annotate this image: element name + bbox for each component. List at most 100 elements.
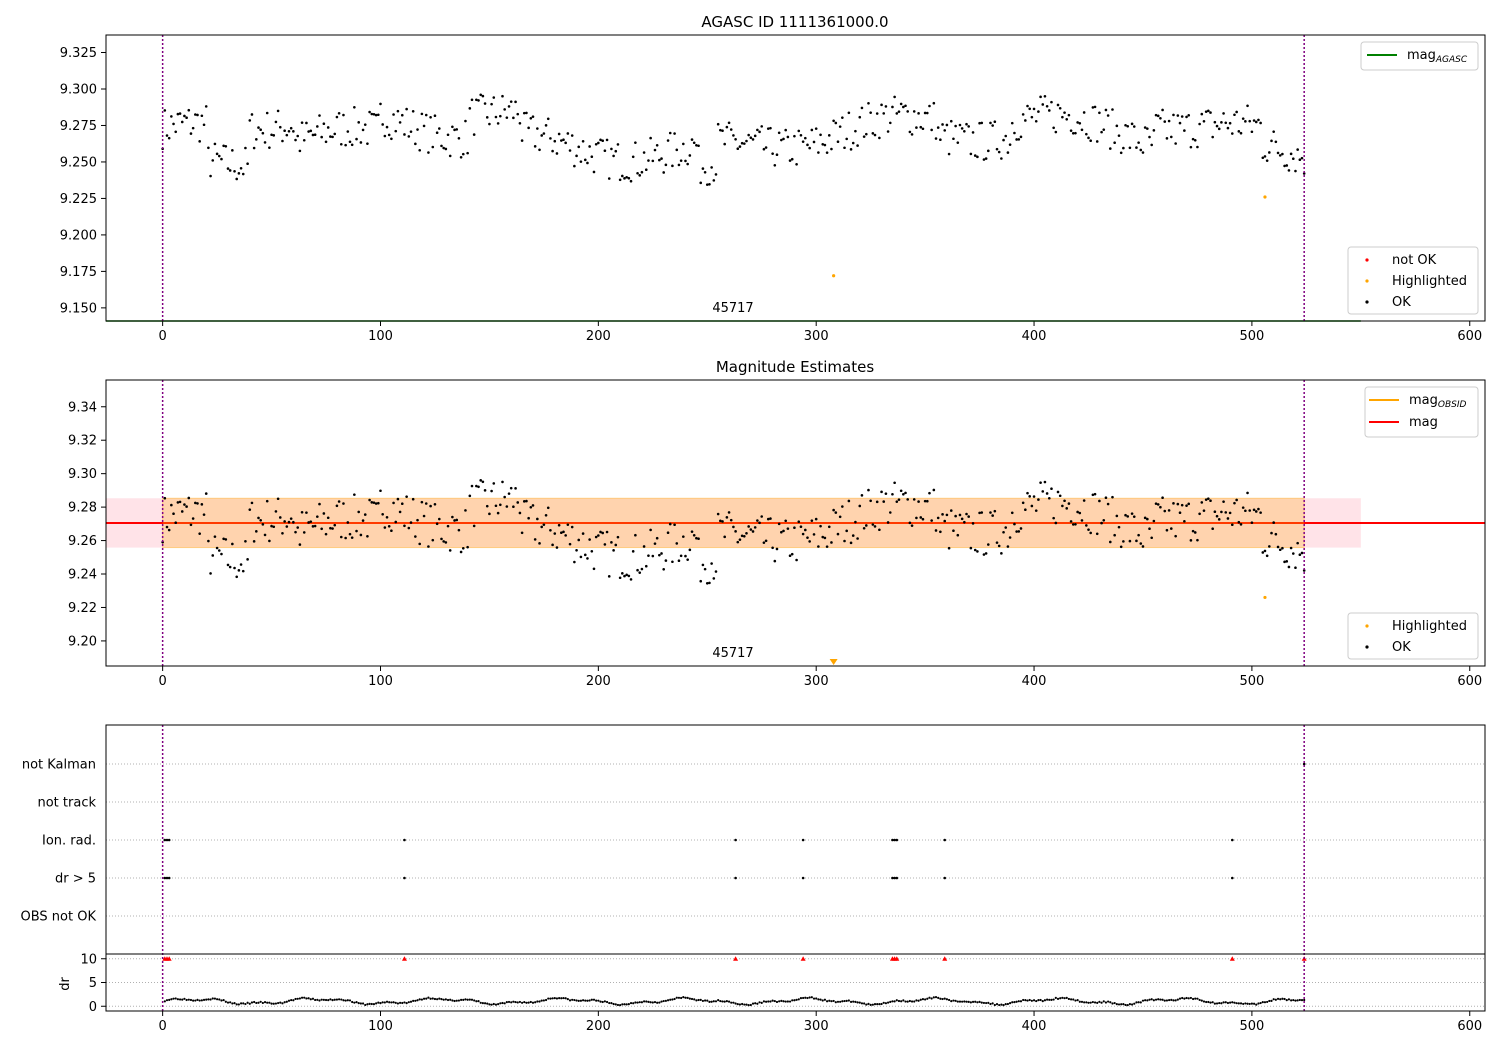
ok-point (1058, 106, 1062, 110)
ok-point (213, 535, 217, 538)
ok-point (1296, 541, 1299, 545)
ok-point (945, 513, 949, 517)
ok-point (536, 127, 539, 130)
ok-point (590, 549, 594, 553)
ok-point (1124, 123, 1127, 127)
ok-point (464, 119, 467, 123)
dr-point (1056, 997, 1060, 1000)
ok-point (1004, 134, 1008, 138)
ok-point (180, 510, 184, 513)
dr-point (1213, 1002, 1216, 1005)
ok-point (492, 482, 496, 485)
ok-point (244, 540, 247, 543)
ok-point (965, 122, 968, 126)
dr-point (614, 1003, 617, 1006)
dr-point (730, 1001, 733, 1004)
ok-point (1265, 159, 1269, 162)
ok-point (991, 514, 994, 517)
ok-point (361, 519, 365, 522)
ok-point (503, 108, 506, 111)
ok-point (799, 133, 803, 137)
dr-point (181, 998, 184, 1001)
ok-point (793, 134, 796, 138)
panel-agasc: AGASC ID 1111361000.0 0 100 200 300 400 500 60… (60, 13, 1486, 344)
dr-point (475, 1000, 478, 1003)
dr-threshold-marker (894, 956, 900, 961)
dr-point (802, 996, 805, 1000)
ok-point (677, 559, 681, 563)
dr-point (828, 999, 831, 1002)
ok-point (1126, 124, 1130, 128)
ok-point (891, 105, 894, 109)
ok-point (1248, 119, 1252, 123)
panel1-line-legend-box (1360, 41, 1479, 71)
dr-point (1076, 999, 1079, 1002)
dr-point (233, 1002, 236, 1005)
ok-point (934, 137, 938, 140)
ok-point (873, 525, 877, 528)
ok-point (753, 526, 757, 529)
dr-point (566, 998, 569, 1001)
ok-point (928, 104, 931, 108)
dr-point (601, 1000, 604, 1004)
legend-not-ok-marker (1365, 258, 1369, 262)
ok-point (769, 126, 772, 130)
ok-point (492, 96, 496, 99)
ok-point (383, 134, 387, 138)
dr-point (1109, 1001, 1112, 1004)
ok-point (1137, 141, 1140, 144)
dr-point (442, 998, 445, 1001)
ok-point (817, 545, 820, 548)
ok-point (854, 520, 857, 524)
dr-point (412, 999, 415, 1003)
ok-point (989, 121, 992, 125)
ok-point (368, 498, 371, 502)
dr-point (366, 1003, 369, 1006)
ok-point (174, 521, 178, 524)
ok-point (222, 144, 225, 148)
ok-point (1211, 527, 1214, 531)
ok-point (963, 520, 966, 524)
dr-point (974, 1000, 977, 1003)
ok-point (501, 94, 504, 98)
ok-point (1006, 545, 1010, 548)
ok-point (422, 514, 426, 518)
ok-point (385, 516, 389, 519)
dr-point (780, 999, 783, 1002)
dr-point (176, 998, 179, 1001)
ok-point (997, 150, 1001, 154)
ok-point (1135, 539, 1138, 543)
dr-point (1283, 997, 1286, 1001)
ok-point (625, 175, 628, 179)
dr-point (388, 1001, 391, 1004)
dr-point (581, 999, 585, 1002)
ok-point (1148, 135, 1151, 139)
ok-point (801, 532, 805, 536)
ok-point (612, 549, 615, 552)
ok-point (514, 487, 517, 490)
flag-point (895, 838, 899, 842)
ok-point (374, 502, 378, 505)
ok-point (278, 125, 282, 129)
ok-point (211, 554, 215, 557)
ok-point (851, 534, 855, 537)
ok-point (1010, 121, 1014, 125)
ok-point (688, 154, 692, 157)
dr-point (616, 1003, 620, 1007)
ok-point (1117, 134, 1121, 137)
dr-point (832, 999, 835, 1003)
ok-point (849, 148, 853, 151)
dr-point (540, 999, 543, 1002)
ok-point (235, 575, 239, 579)
dr-point (246, 1001, 249, 1004)
dr-point (1030, 999, 1033, 1002)
ok-point (1056, 490, 1060, 494)
dr-point (372, 1003, 376, 1006)
ok-point (618, 178, 622, 182)
ok-point (477, 99, 480, 102)
x-tick-label: 200 (586, 329, 611, 344)
ok-point (246, 558, 249, 561)
ok-point (496, 122, 500, 125)
ok-point (827, 134, 831, 137)
dr-point (1274, 998, 1277, 1001)
